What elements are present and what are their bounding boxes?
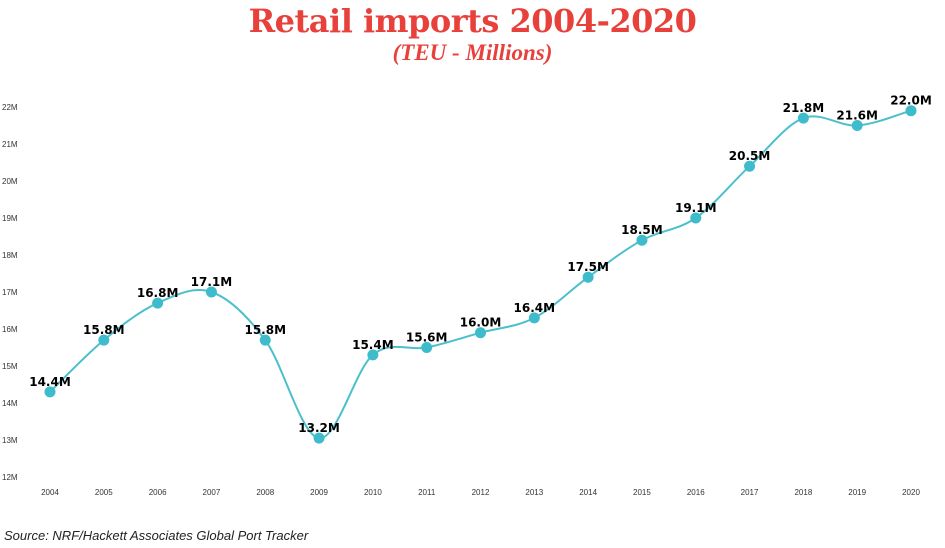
data-point <box>582 271 594 283</box>
chart-title: Retail imports 2004-2020 <box>248 2 697 40</box>
data-point <box>528 312 540 324</box>
data-point <box>313 432 325 444</box>
x-tick-label: 2004 <box>41 488 59 497</box>
x-tick-label: 2018 <box>794 488 812 497</box>
y-tick-label: 15M <box>2 362 18 371</box>
data-point <box>421 342 433 353</box>
x-tick-label: 2005 <box>95 488 113 497</box>
data-point <box>797 112 809 124</box>
data-point <box>367 349 379 361</box>
y-tick-label: 12M <box>2 473 18 482</box>
data-point <box>690 212 702 224</box>
y-tick-label: 14M <box>2 399 18 408</box>
data-label: 16.4M <box>514 301 556 315</box>
x-tick-label: 2015 <box>633 488 651 497</box>
chart-subtitle: (TEU - Millions) <box>392 40 553 65</box>
x-tick-label: 2020 <box>902 488 920 497</box>
data-point <box>205 286 217 298</box>
x-axis-ticks: 2004 2005 2006 2007 2008 2009 2010 2011 2012 2013… <box>41 488 920 497</box>
data-label: 16.8M <box>137 286 179 300</box>
data-label: 14.4M <box>29 375 71 389</box>
data-label: 15.8M <box>244 323 286 337</box>
x-tick-label: 2006 <box>149 488 167 497</box>
data-label: 18.5M <box>621 223 663 237</box>
data-point <box>636 234 648 246</box>
x-tick-label: 2019 <box>848 488 866 497</box>
data-label: 16.0M <box>460 316 502 330</box>
series-line <box>49 109 912 440</box>
data-labels: 14.4M 15.8M 16.8M 17.1M 15.8M 13.2M 15.4M 15.6M… <box>29 94 932 435</box>
y-tick-label: 22M <box>2 103 18 112</box>
x-tick-label: 2014 <box>579 488 597 497</box>
x-tick-label: 2011 <box>418 488 436 497</box>
series-markers <box>44 105 917 444</box>
x-tick-label: 2016 <box>687 488 705 497</box>
data-label: 21.8M <box>783 101 825 115</box>
data-point <box>259 334 271 346</box>
y-tick-label: 19M <box>2 214 18 223</box>
data-label: 17.5M <box>567 260 609 274</box>
y-tick-label: 17M <box>2 288 18 297</box>
data-point <box>475 327 486 339</box>
x-tick-label: 2008 <box>256 488 274 497</box>
x-tick-label: 2007 <box>203 488 221 497</box>
y-tick-label: 16M <box>2 325 18 334</box>
x-tick-label: 2010 <box>364 488 382 497</box>
x-tick-label: 2009 <box>310 488 328 497</box>
data-label: 17.1M <box>191 275 233 289</box>
data-point <box>744 160 756 172</box>
source-note: Source: NRF/Hackett Associates Global Po… <box>4 528 309 543</box>
data-label: 22.0M <box>890 94 932 108</box>
data-point <box>98 334 110 346</box>
data-point <box>851 120 863 131</box>
data-point <box>905 105 917 117</box>
data-label: 15.4M <box>352 338 394 352</box>
x-tick-label: 2012 <box>472 488 490 497</box>
data-point <box>44 386 56 398</box>
data-label: 15.8M <box>83 323 125 337</box>
y-tick-label: 13M <box>2 436 18 445</box>
y-tick-label: 18M <box>2 251 18 260</box>
y-tick-label: 20M <box>2 177 18 186</box>
data-label: 15.6M <box>406 331 448 345</box>
y-axis-ticks: 12M 13M 14M 15M 16M 17M 18M 19M 20M 21M 22M <box>2 103 18 482</box>
x-tick-label: 2013 <box>525 488 543 497</box>
data-label: 21.6M <box>836 109 878 123</box>
data-label: 20.5M <box>729 149 771 163</box>
data-label: 19.1M <box>675 201 717 215</box>
data-point <box>152 297 164 309</box>
y-tick-label: 21M <box>2 140 18 149</box>
data-label: 13.2M <box>298 421 340 435</box>
x-tick-label: 2017 <box>741 488 759 497</box>
